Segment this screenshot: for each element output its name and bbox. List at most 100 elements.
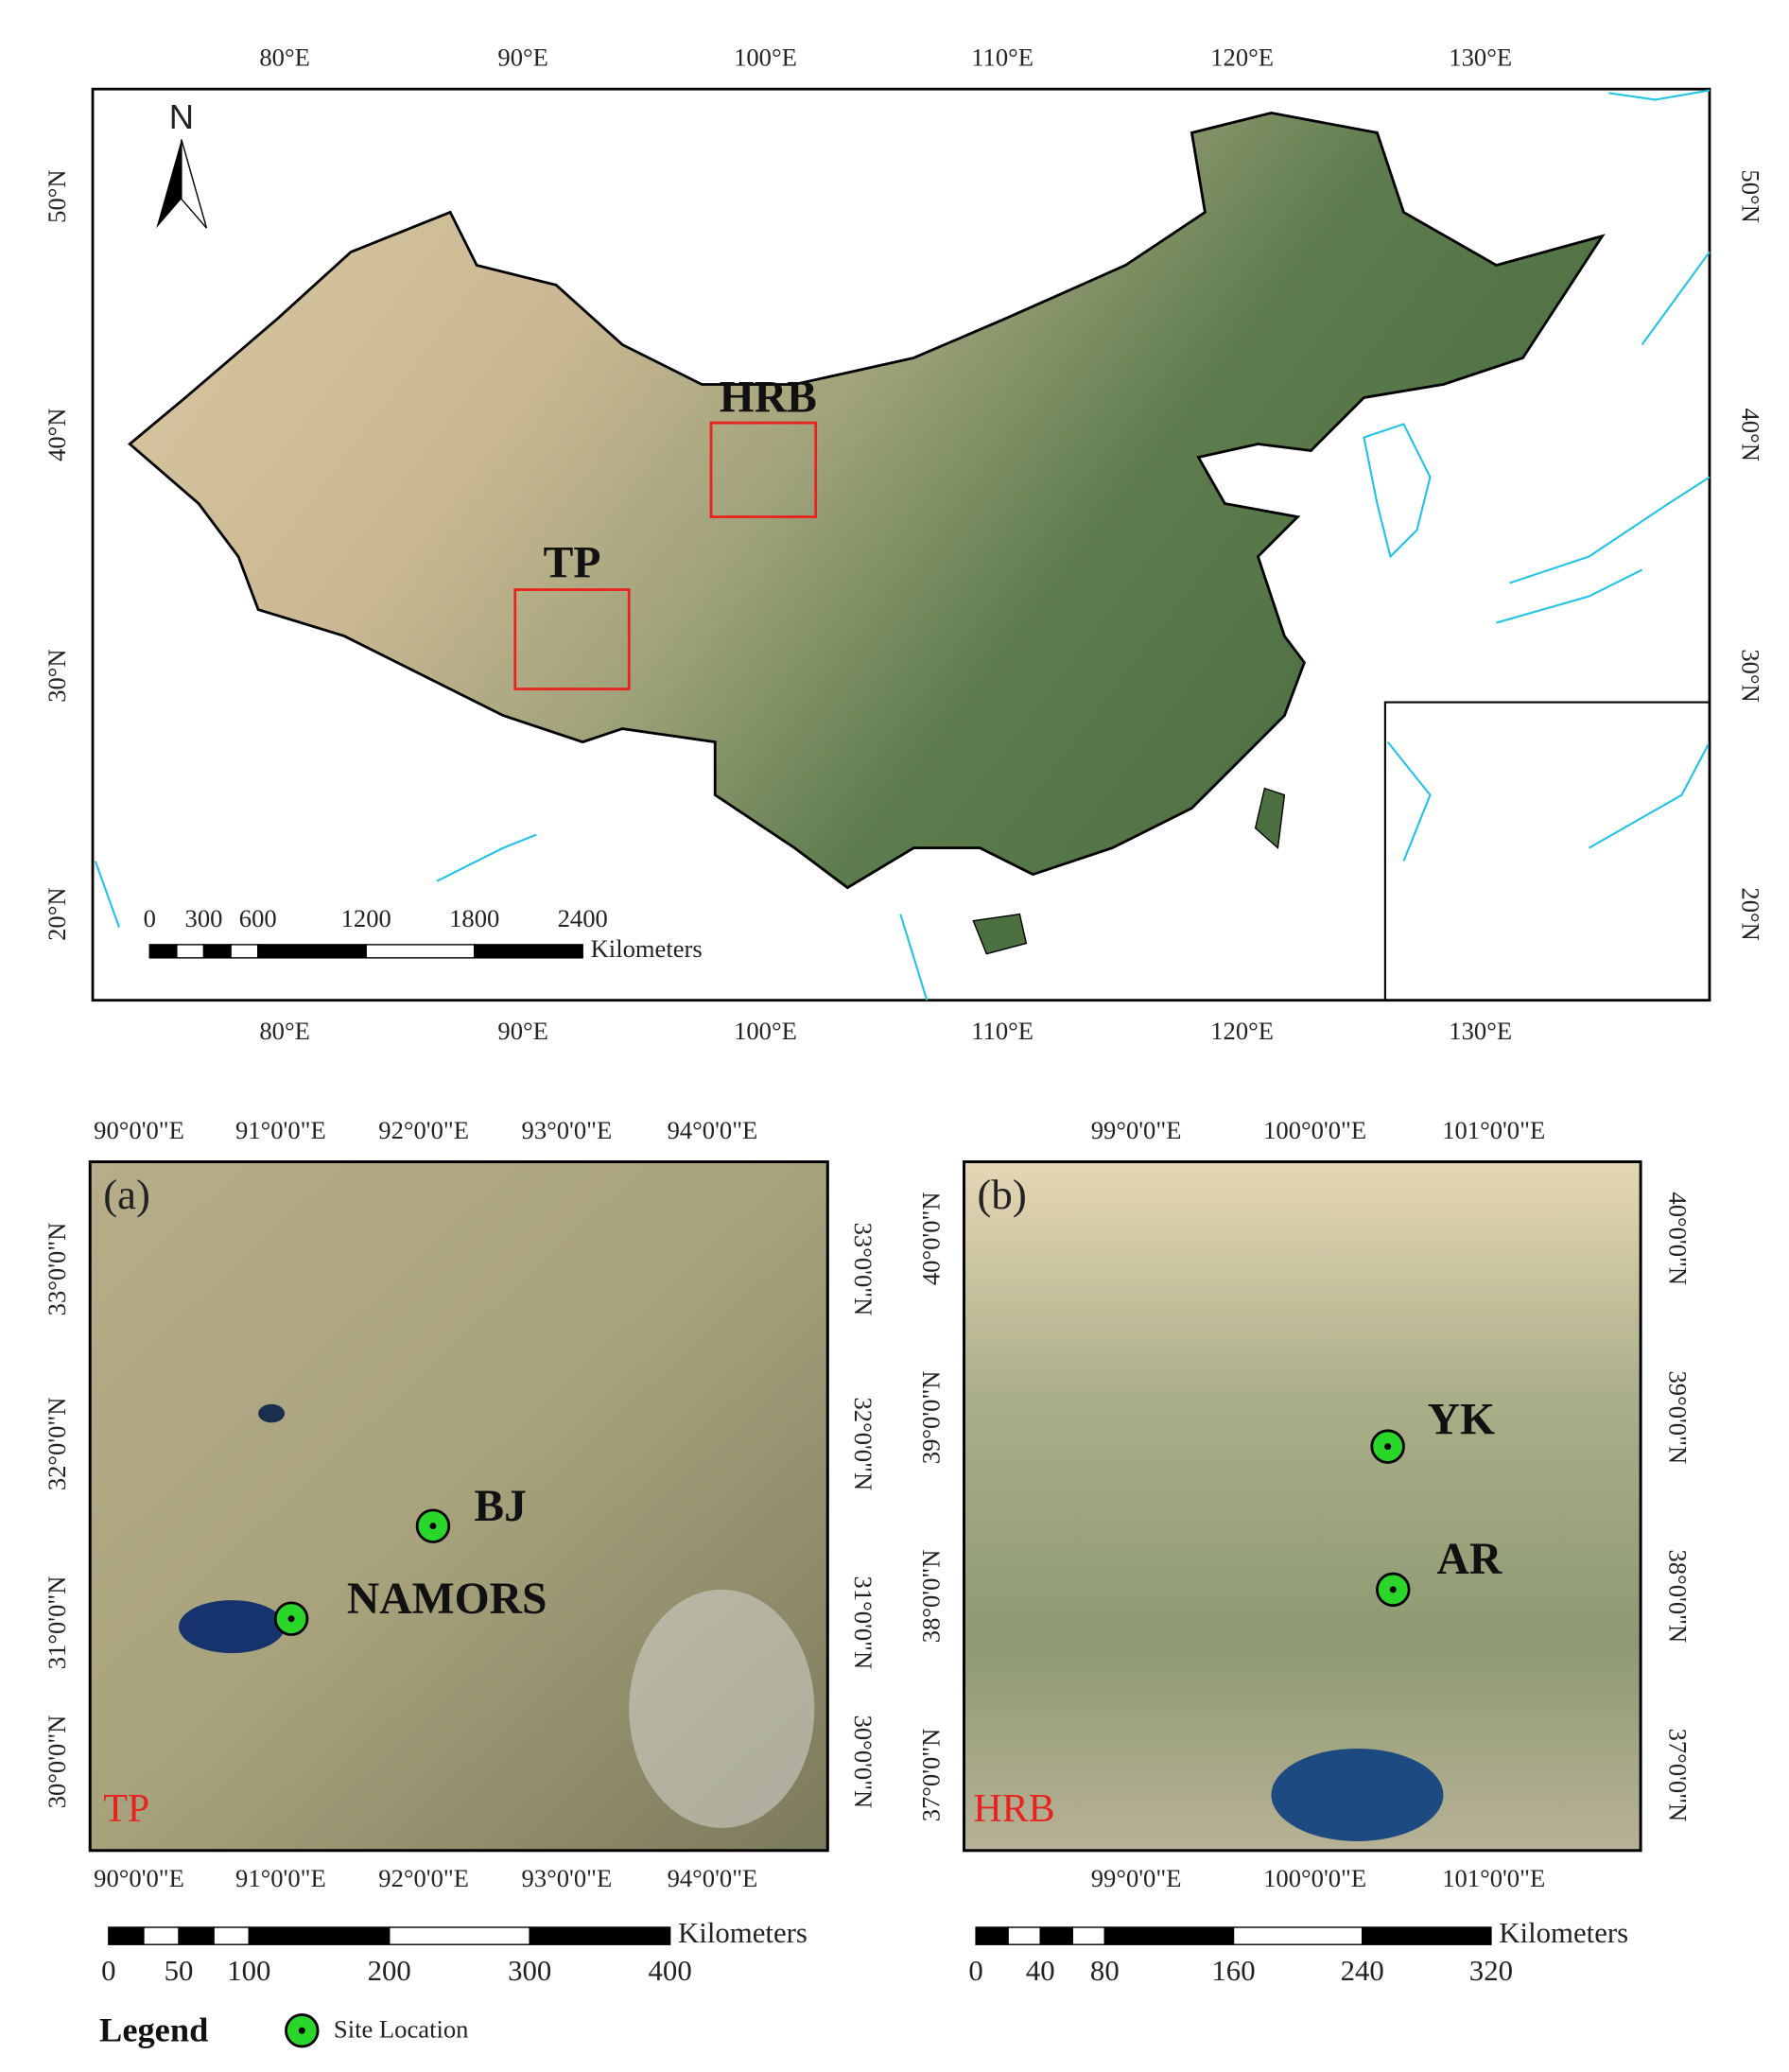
panel-region: TP: [103, 1787, 149, 1831]
scale-tick-label: 0: [144, 904, 156, 932]
scale-segment: [1007, 1926, 1041, 1945]
taiwan: [1254, 787, 1286, 850]
lon-label: 90°0'0"E: [94, 1116, 184, 1144]
scale-tick-label: 40: [1026, 1955, 1055, 1987]
lon-label: 91°0'0"E: [235, 1864, 326, 1892]
scale-segment: [1232, 1926, 1363, 1945]
snow: [629, 1589, 815, 1828]
lake: [1271, 1748, 1444, 1841]
lat-label: 40°N: [43, 408, 71, 461]
hrb-box: [709, 421, 818, 518]
north-arrow: [156, 139, 182, 229]
tp-box: [513, 588, 631, 690]
scale-segment: [1103, 1926, 1235, 1945]
lat-label: 32°0'0"N: [43, 1397, 71, 1490]
lat-label: 33°0'0"N: [849, 1223, 877, 1316]
lon-label: 92°0'0"E: [378, 1864, 469, 1892]
scale-segment: [143, 1926, 180, 1945]
panel-tag: (b): [978, 1171, 1027, 1218]
site-label: BJ: [474, 1482, 527, 1531]
panel-tag: (a): [103, 1171, 150, 1218]
scale-segment: [248, 1926, 391, 1945]
lat-label: 37°0'0"N: [916, 1729, 945, 1822]
north-arrow: [181, 139, 208, 229]
lon-label: 101°0'0"E: [1442, 1864, 1545, 1892]
lat-label: 39°0'0"N: [1663, 1370, 1692, 1464]
lon-label: 90°E: [497, 43, 547, 71]
lon-label: 94°0'0"E: [668, 1864, 758, 1892]
china-land: [128, 111, 1606, 890]
lon-label: 130°E: [1449, 1017, 1512, 1045]
lat-label: 50°N: [1736, 169, 1764, 222]
site-label: YK: [1428, 1396, 1495, 1445]
lat-label: 31°0'0"N: [43, 1576, 71, 1670]
scale-segment: [202, 944, 232, 959]
lon-label: 93°0'0"E: [522, 1864, 613, 1892]
lon-label: 120°E: [1210, 43, 1274, 71]
scale-unit: Kilometers: [591, 934, 703, 963]
lon-label: 93°0'0"E: [522, 1116, 613, 1144]
scale-tick-label: 0: [101, 1955, 115, 1987]
scale-unit: Kilometers: [678, 1917, 808, 1949]
panel-region: HRB: [973, 1787, 1054, 1831]
lat-label: 40°0'0"N: [1663, 1192, 1692, 1285]
scale-tick-label: 200: [368, 1955, 411, 1987]
legend-title: Legend: [99, 2011, 208, 2048]
lat-label: 30°0'0"N: [43, 1715, 71, 1809]
site-label: NAMORS: [347, 1575, 547, 1624]
scale-segment: [1039, 1926, 1073, 1945]
lon-label: 100°0'0"E: [1263, 1116, 1366, 1144]
legend-symbol-dot: [298, 2027, 305, 2034]
lat-label: 20°N: [1736, 887, 1764, 940]
scale-segment: [365, 944, 476, 959]
lat-label: 30°0'0"N: [849, 1715, 877, 1809]
scale-tick-label: 240: [1341, 1955, 1384, 1987]
inset-frame: [1383, 701, 1711, 1001]
lat-label: 38°0'0"N: [916, 1550, 945, 1644]
lat-label: 33°0'0"N: [43, 1223, 71, 1316]
scale-segment: [529, 1926, 671, 1945]
coastlines: [94, 89, 1711, 1001]
scale-segment: [975, 1926, 1009, 1945]
scale-tick-label: 50: [165, 1955, 194, 1987]
site-label: AR: [1436, 1535, 1502, 1584]
lake: [258, 1403, 286, 1423]
lon-label: 120°E: [1210, 1017, 1274, 1045]
hainan: [972, 913, 1028, 955]
scale-segment: [474, 944, 583, 959]
scale-segment: [178, 1926, 215, 1945]
lon-label: 101°0'0"E: [1442, 1116, 1545, 1144]
scale-tick-label: 600: [239, 904, 277, 932]
site-marker-dot: [1384, 1443, 1392, 1451]
scale-tick-label: 400: [649, 1955, 692, 1987]
site-marker-dot: [429, 1523, 437, 1530]
region-label: TP: [544, 539, 601, 588]
scale-tick-label: 100: [227, 1955, 270, 1987]
scale-tick-label: 1200: [341, 904, 391, 932]
lat-label: 20°N: [43, 887, 71, 940]
lat-label: 40°N: [1736, 408, 1764, 461]
lat-label: 50°N: [43, 169, 71, 222]
lon-label: 100°E: [734, 1017, 797, 1045]
lon-label: 90°E: [497, 1017, 547, 1045]
north-label: N: [169, 97, 194, 136]
scale-tick-label: 300: [185, 904, 223, 932]
scale-tick-label: 300: [508, 1955, 551, 1987]
lat-label: 38°0'0"N: [1663, 1550, 1692, 1644]
lat-label: 39°0'0"N: [916, 1370, 945, 1464]
region-label: HRB: [720, 374, 817, 423]
site-marker-dot: [287, 1615, 295, 1623]
legend-label: Site Location: [334, 2015, 469, 2044]
scale-segment: [108, 1926, 145, 1945]
scale-tick-label: 0: [968, 1955, 982, 1987]
lat-label: 30°N: [43, 649, 71, 702]
site-marker-dot: [1389, 1586, 1397, 1593]
lon-label: 130°E: [1449, 43, 1512, 71]
lon-label: 110°E: [971, 43, 1033, 71]
lon-label: 100°0'0"E: [1263, 1864, 1366, 1892]
scale-tick-label: 2400: [558, 904, 608, 932]
lat-label: 37°0'0"N: [1663, 1729, 1692, 1822]
lon-label: 80°E: [259, 43, 309, 71]
panel-b-border: [963, 1160, 1642, 1853]
